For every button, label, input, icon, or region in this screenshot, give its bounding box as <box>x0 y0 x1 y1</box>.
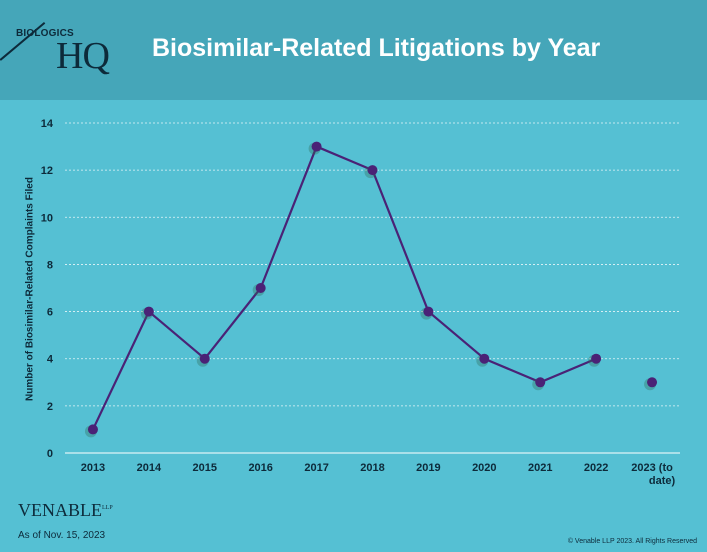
y-tick-label: 0 <box>47 448 53 460</box>
x-tick-label: 2022 <box>584 462 608 474</box>
y-tick-label: 8 <box>47 259 53 271</box>
data-point <box>591 353 602 364</box>
y-tick-label: 10 <box>41 212 53 224</box>
x-tick-label: 2018 <box>360 462 384 474</box>
x-tick-label: 2021 <box>528 462 552 474</box>
copyright-notice: © Venable LLP 2023. All Rights Reserved <box>567 538 697 545</box>
venable-llp-text: LLP <box>102 505 113 511</box>
data-point <box>647 377 658 388</box>
x-tick-label: 2023 (to date) <box>631 462 675 487</box>
data-point <box>255 283 266 293</box>
logo-hq-text: HQ <box>56 35 110 77</box>
data-point <box>87 424 98 435</box>
data-point <box>535 377 546 388</box>
page-title: Biosimilar-Related Litigations by Year <box>152 34 601 62</box>
x-tick-label: 2017 <box>304 462 328 474</box>
y-tick-label: 4 <box>47 354 54 366</box>
x-tick-label: 2015 <box>193 462 217 474</box>
data-point <box>367 165 378 176</box>
venable-brand-text: VENABLE <box>18 500 102 520</box>
data-point <box>199 353 210 364</box>
venable-logo: VENABLELLP <box>18 500 113 521</box>
series-line <box>91 145 597 430</box>
y-tick-label: 2 <box>47 401 53 413</box>
as-of-date: As of Nov. 15, 2023 <box>18 530 106 541</box>
x-tick-label: 2016 <box>248 462 272 474</box>
data-point <box>479 353 490 364</box>
y-tick-label: 12 <box>41 165 53 177</box>
line-chart: 0 2 4 6 8 10 12 14 2013 2014 2015 2016 2017 2018 2019 2… <box>41 118 680 487</box>
y-tick-label: 14 <box>41 118 54 130</box>
x-tick-label: 2014 <box>137 462 162 474</box>
y-tick-label: 6 <box>47 307 53 319</box>
data-point <box>423 306 434 317</box>
header-banner: BIOLOGICS HQ Biosimilar-Related Litigati… <box>0 0 707 100</box>
biologics-hq-logo: BIOLOGICS HQ <box>0 18 136 80</box>
x-tick-label: 2020 <box>472 462 496 474</box>
x-tick-label: 2019 <box>416 462 440 474</box>
logo-biologics-text: BIOLOGICS <box>16 28 74 39</box>
data-point <box>311 141 322 152</box>
x-tick-label: 2013 <box>81 462 105 474</box>
data-point <box>143 306 154 317</box>
